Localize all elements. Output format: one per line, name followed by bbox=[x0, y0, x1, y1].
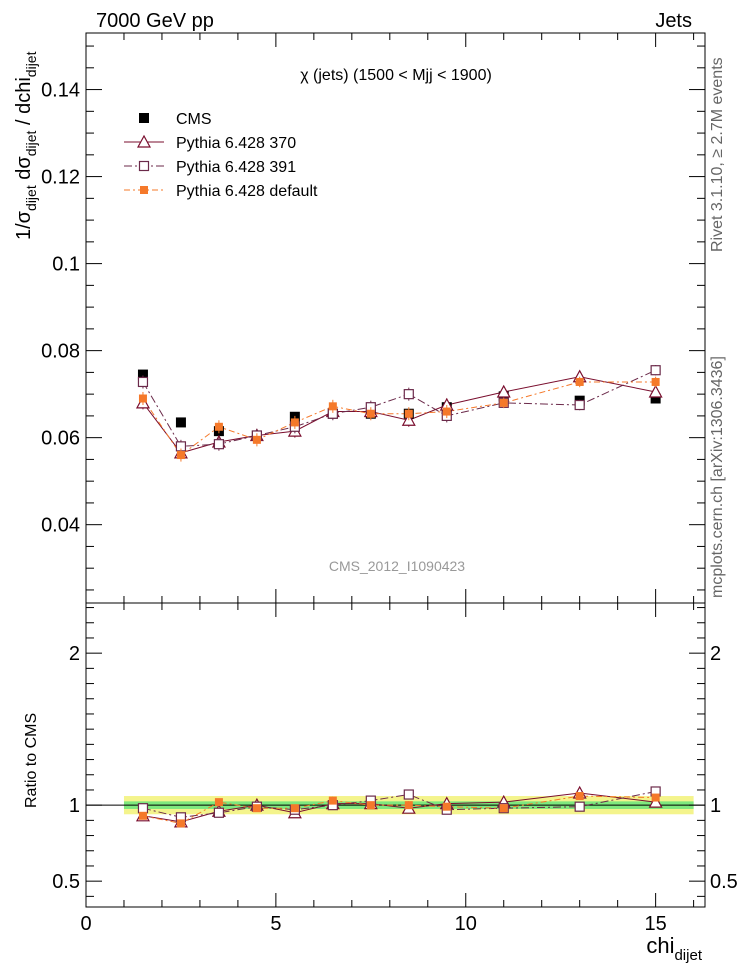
side-label-mcplots: mcplots.cern.ch [arXiv:1306.3436] bbox=[709, 356, 726, 598]
x-tick-label: 10 bbox=[455, 913, 477, 935]
legend-marker-cms bbox=[139, 113, 149, 123]
data-point-pythia-6-428-default bbox=[290, 418, 299, 427]
ratio-y-tick-label-right: 1 bbox=[710, 795, 721, 817]
ratio-point-pythia-6-428-391 bbox=[403, 789, 414, 800]
data-point-pythia-6-428-391 bbox=[574, 399, 585, 411]
ratio-point-pythia-6-428-391 bbox=[574, 801, 585, 812]
ratio-y-tick-label: 2 bbox=[69, 643, 80, 665]
legend-label-cms: CMS bbox=[176, 111, 212, 128]
data-point-pythia-6-428-default bbox=[651, 377, 660, 386]
x-axis-label: chidijet bbox=[646, 933, 702, 964]
ratio-line-pythia-6-428-370 bbox=[142, 792, 656, 823]
ratio-point-pythia-6-428-default bbox=[252, 804, 261, 813]
data-point-pythia-6-428-default bbox=[138, 394, 147, 403]
legend-label-pythia-6-428-391: Pythia 6.428 391 bbox=[176, 159, 296, 176]
main-y-axis-label: 1/σdijet dσdijet / dchidijet bbox=[13, 51, 39, 240]
ratio-y-axis-label: Ratio to CMS bbox=[23, 713, 40, 808]
data-point-pythia-6-428-391 bbox=[403, 389, 414, 400]
data-point-cms bbox=[650, 393, 661, 404]
ratio-point-pythia-6-428-default bbox=[366, 801, 375, 810]
data-point-pythia-6-428-default bbox=[176, 451, 185, 460]
main-y-tick-label: 0.1 bbox=[52, 254, 80, 276]
series-line-pythia-6-428-default bbox=[142, 381, 656, 456]
data-point-pythia-6-428-default bbox=[442, 407, 451, 416]
header-collision-energy: 7000 GeV pp bbox=[96, 10, 214, 32]
ratio-plot-frame bbox=[85, 602, 706, 908]
ratio-y-tick-label: 0.5 bbox=[52, 871, 80, 893]
ratio-y-tick-label-right: 2 bbox=[710, 643, 721, 665]
series-line-pythia-6-428-370 bbox=[142, 376, 656, 454]
ratio-point-pythia-6-428-default bbox=[442, 802, 451, 811]
legend-marker-pythia-6-428-default bbox=[140, 186, 148, 194]
ratio-y-tick-label-right: 0.5 bbox=[710, 871, 738, 893]
ratio-point-pythia-6-428-default bbox=[499, 804, 508, 813]
data-point-pythia-6-428-default bbox=[575, 377, 584, 386]
data-point-cms bbox=[175, 417, 186, 428]
ratio-point-pythia-6-428-default bbox=[404, 801, 413, 810]
data-point-pythia-6-428-default bbox=[404, 409, 413, 418]
ratio-point-pythia-6-428-default bbox=[214, 798, 223, 807]
ratio-point-pythia-6-428-default bbox=[651, 793, 660, 802]
header-process: Jets bbox=[655, 10, 692, 32]
ratio-point-pythia-6-428-default bbox=[328, 796, 337, 805]
data-point-pythia-6-428-default bbox=[366, 409, 375, 418]
ratio-point-pythia-6-428-default bbox=[176, 819, 185, 828]
data-point-pythia-6-428-default bbox=[214, 422, 223, 431]
data-point-pythia-6-428-default bbox=[328, 402, 337, 411]
ratio-point-pythia-6-428-391 bbox=[213, 807, 225, 818]
ratio-point-pythia-6-428-default bbox=[575, 792, 584, 801]
legend-label-pythia-6-428-370: Pythia 6.428 370 bbox=[176, 135, 296, 152]
x-tick-label: 5 bbox=[270, 913, 281, 935]
ratio-point-pythia-6-428-370 bbox=[648, 794, 663, 808]
analysis-watermark: CMS_2012_I1090423 bbox=[329, 558, 465, 574]
main-y-tick-label: 0.06 bbox=[41, 428, 80, 450]
ratio-line-pythia-6-428-391 bbox=[142, 790, 656, 818]
legend-marker-pythia-6-428-391 bbox=[138, 160, 150, 172]
x-tick-label: 15 bbox=[645, 913, 667, 935]
data-point-cms bbox=[137, 369, 148, 380]
data-point-pythia-6-428-391 bbox=[137, 376, 149, 388]
main-y-tick-label: 0.04 bbox=[41, 515, 80, 537]
main-y-tick-label: 0.12 bbox=[41, 167, 80, 189]
data-point-pythia-6-428-370 bbox=[496, 384, 511, 398]
x-tick-label: 0 bbox=[80, 913, 91, 935]
legend-label-pythia-6-428-default: Pythia 6.428 default bbox=[176, 183, 318, 200]
main-y-tick-label: 0.14 bbox=[41, 80, 80, 102]
data-point-pythia-6-428-391 bbox=[213, 439, 225, 450]
data-point-pythia-6-428-370 bbox=[648, 384, 663, 398]
data-point-pythia-6-428-default bbox=[499, 398, 508, 407]
ratio-point-pythia-6-428-default bbox=[290, 804, 299, 813]
side-label-rivet: Rivet 3.1.10, ≥ 2.7M events bbox=[709, 57, 726, 252]
data-point-pythia-6-428-default bbox=[252, 435, 261, 444]
data-point-pythia-6-428-391 bbox=[650, 365, 661, 376]
main-y-tick-label: 0.08 bbox=[41, 341, 80, 363]
main-plot-title: χ (jets) (1500 < Mjj < 1900) bbox=[300, 67, 492, 84]
ratio-point-pythia-6-428-391 bbox=[137, 803, 149, 814]
ratio-point-pythia-6-428-default bbox=[138, 811, 147, 820]
legend-marker-pythia-6-428-370 bbox=[136, 134, 152, 148]
ratio-line-pythia-6-428-default bbox=[142, 795, 656, 824]
ratio-y-tick-label: 1 bbox=[69, 795, 80, 817]
